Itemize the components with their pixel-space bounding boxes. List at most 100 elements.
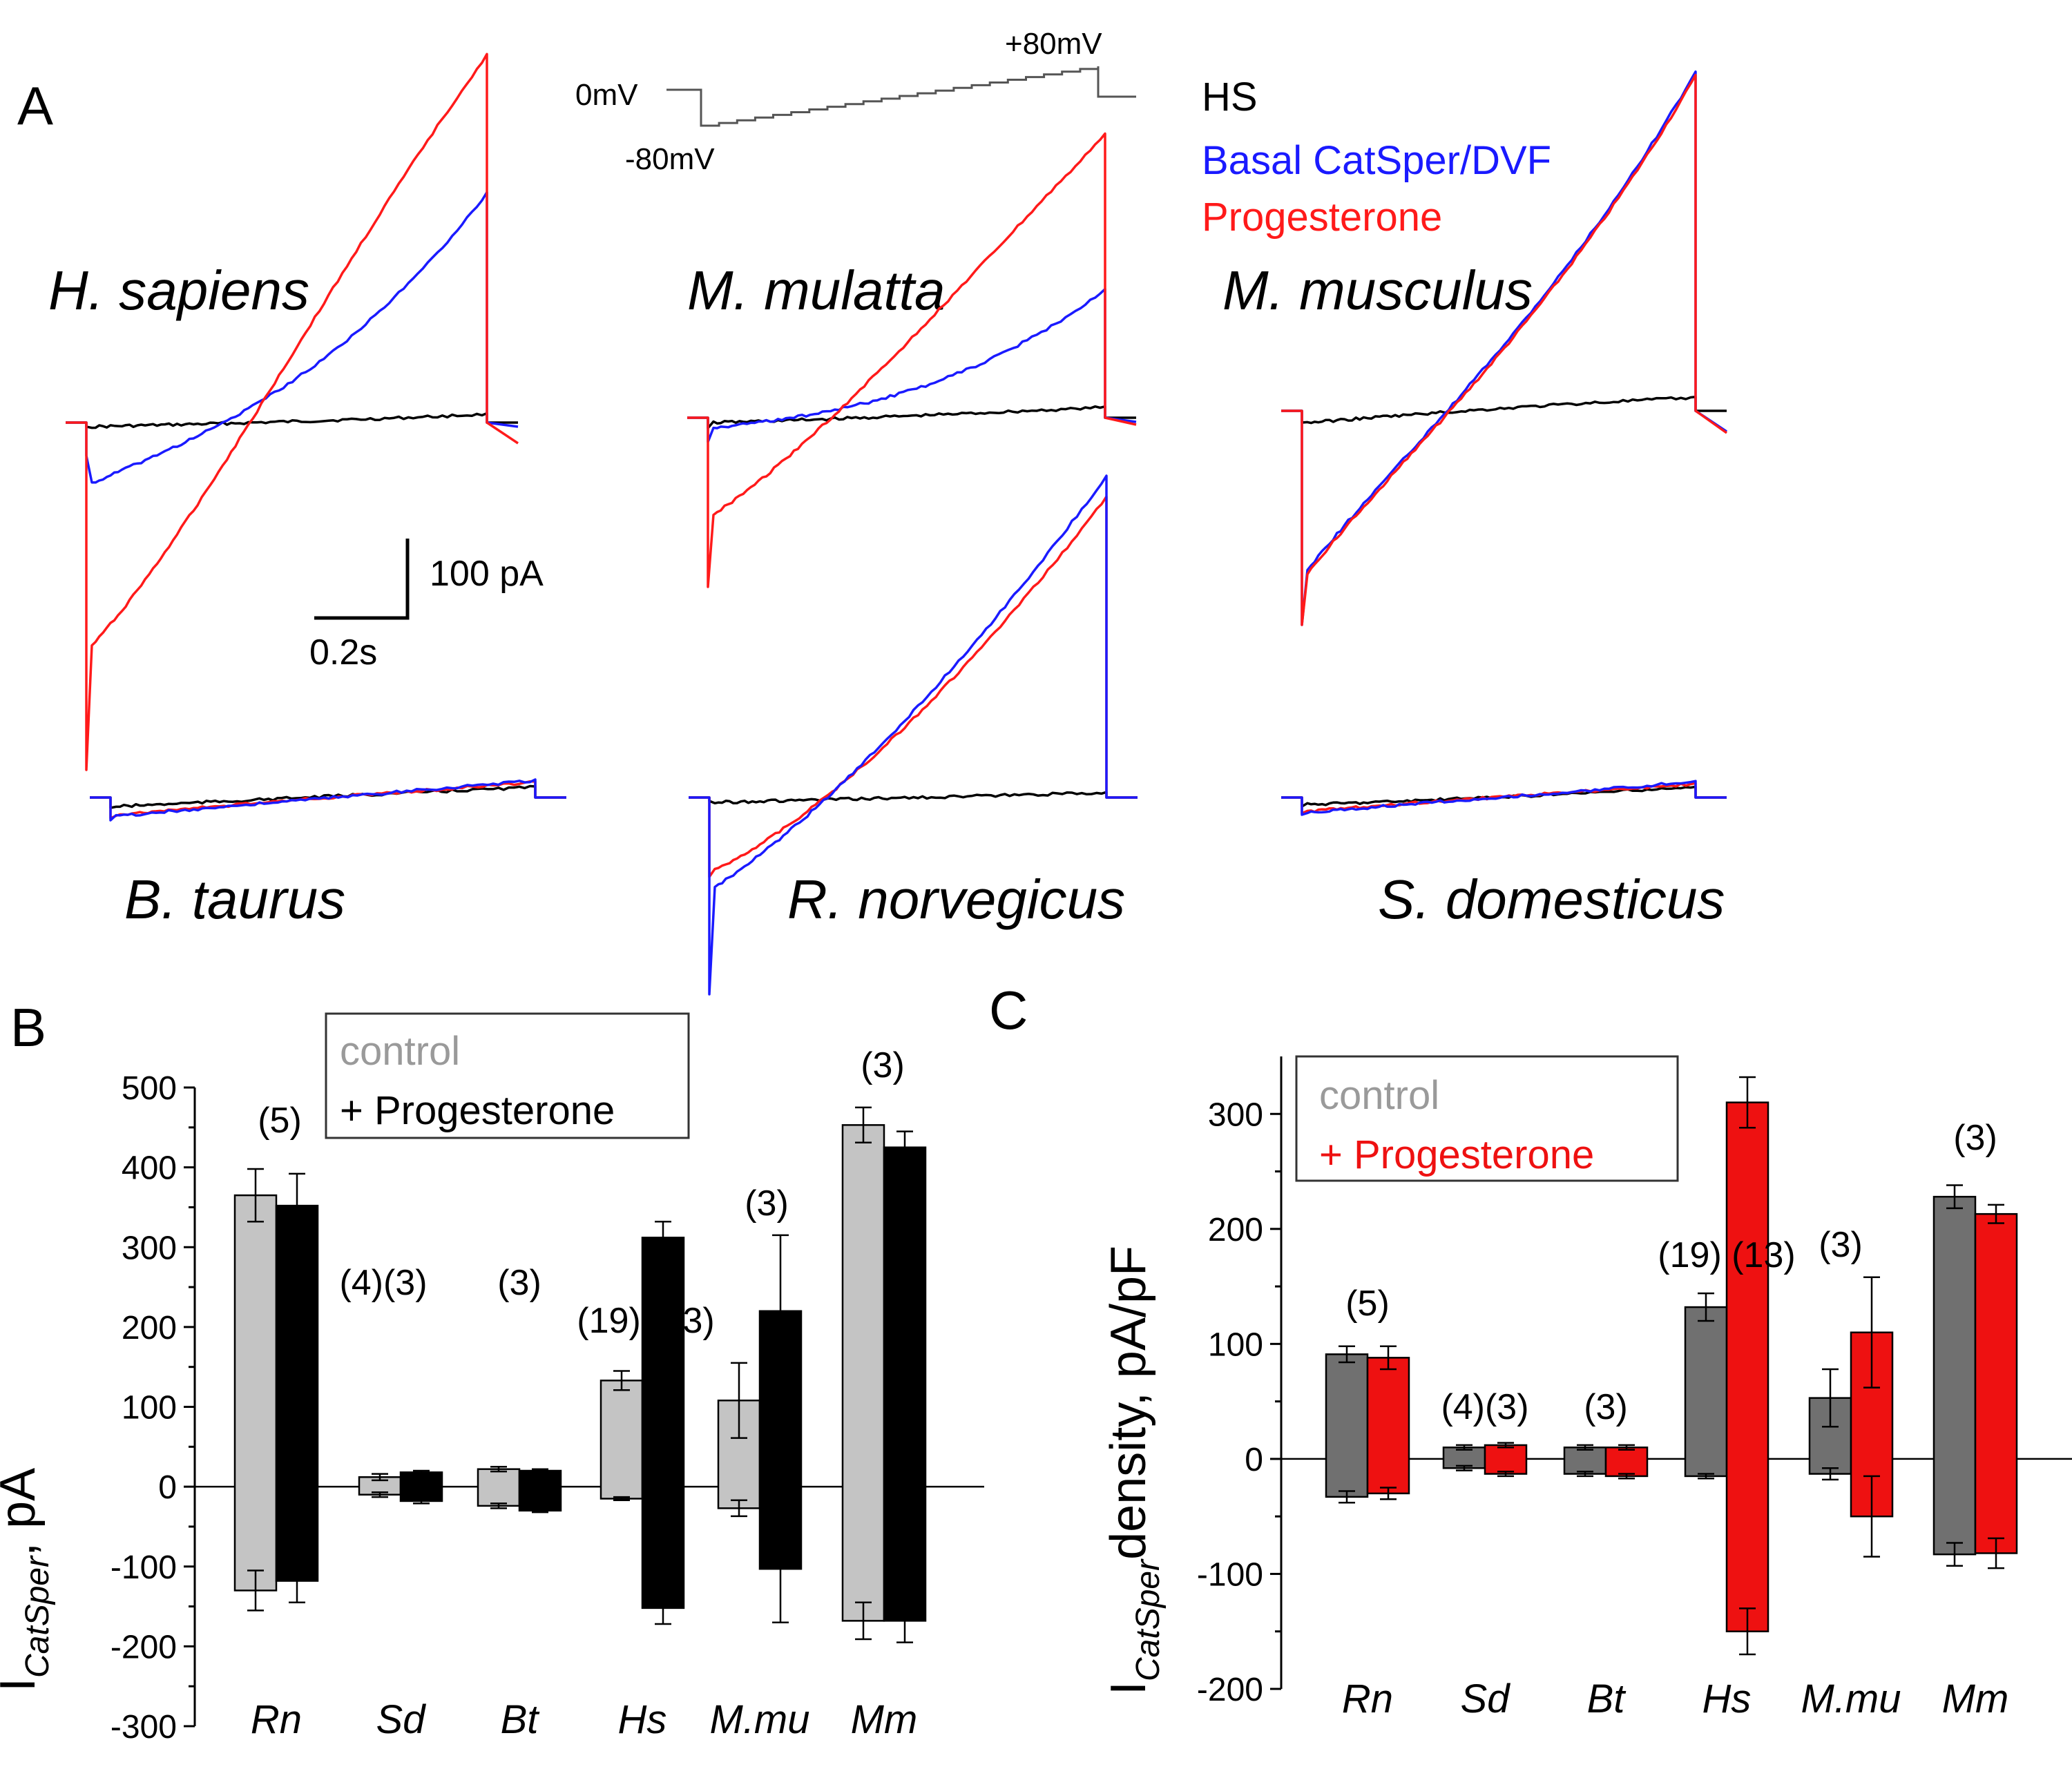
trace-hs-basal — [66, 191, 519, 484]
legend-b-control: control — [340, 1029, 460, 1074]
legend-basal: Basal CatSper/DVF — [1202, 138, 1551, 183]
trace-mmul-hs — [687, 405, 1136, 429]
y-tick-label: 0 — [158, 1469, 177, 1506]
protocol-high-label: +80mV — [1005, 27, 1102, 61]
n-label-Rn: (5) — [1345, 1284, 1390, 1324]
trace-mmus-basal — [1281, 70, 1727, 626]
category-label-Sd: Sd — [1461, 1676, 1511, 1721]
bar-Mm-progesterone — [1974, 1212, 2018, 1554]
bar-Hs-control — [1684, 1306, 1728, 1478]
legend-c-progesterone: + Progesterone — [1319, 1132, 1594, 1177]
scale-current-label: 100 pA — [430, 554, 544, 594]
y-axis-label: ICatSper, pA — [0, 1468, 56, 1692]
y-tick-label: 200 — [1208, 1212, 1263, 1248]
y-tick-label: -100 — [1197, 1556, 1263, 1593]
trace-mmus-prog — [1281, 73, 1728, 626]
traces-mmul — [687, 132, 1137, 588]
traces-rn — [689, 474, 1138, 996]
bar-Rn-control — [233, 1194, 278, 1592]
category-label-M.mu: M.mu — [710, 1697, 810, 1742]
bar-Hs-progesterone — [1725, 1101, 1769, 1632]
n-label-Hs: (19) (13) — [577, 1301, 714, 1341]
y-axis-label: ICatSperdensity, pA/pF — [1101, 1246, 1167, 1695]
bar-Rn-progesterone — [1366, 1357, 1410, 1495]
trace-rn-hs — [689, 791, 1138, 805]
bar-Sd-progesterone — [1484, 1444, 1528, 1475]
scale-bar-lines — [314, 539, 410, 620]
y-tick-label: -300 — [111, 1709, 177, 1746]
trace-hs-prog — [66, 52, 519, 771]
trace-mmul-prog — [687, 132, 1137, 588]
n-label-Rn: (5) — [258, 1101, 302, 1141]
n-label-M.mu: (3) — [745, 1183, 789, 1224]
y-tick-label: 300 — [122, 1230, 177, 1266]
trace-legend: HS Basal CatSper/DVF Progesterone — [1202, 75, 1551, 240]
protocol-low-label: -80mV — [625, 142, 715, 176]
bar-Bt-progesterone — [1604, 1447, 1649, 1478]
species-label-rn: R. norvegicus — [787, 869, 1125, 930]
protocol-start-label: 0mV — [575, 78, 638, 112]
legend-progesterone: Progesterone — [1202, 195, 1442, 240]
bar-Bt-control — [477, 1468, 521, 1507]
y-tick-label: 300 — [1208, 1096, 1263, 1133]
y-tick-label: 200 — [122, 1310, 177, 1346]
category-label-Sd: Sd — [376, 1697, 427, 1742]
category-label-Bt: Bt — [1587, 1676, 1627, 1721]
category-label-Mm: Mm — [851, 1697, 918, 1742]
bar-Mm-control — [1932, 1195, 1977, 1556]
n-label-Sd: (4)(3) — [1441, 1387, 1528, 1427]
trace-hs-hs — [66, 412, 518, 429]
species-label-sd: S. domesticus — [1378, 869, 1725, 930]
n-label-Sd: (4)(3) — [339, 1263, 427, 1303]
category-label-Rn: Rn — [251, 1697, 302, 1742]
species-label-bt: B. taurus — [124, 869, 345, 930]
y-tick-label: -100 — [111, 1549, 177, 1586]
panel-letter-c: C — [989, 980, 1028, 1041]
y-tick-label: 0 — [1245, 1442, 1263, 1478]
legend-b-progesterone: + Progesterone — [340, 1088, 615, 1133]
scale-time-label: 0.2s — [309, 632, 377, 673]
trace-rn-prog — [689, 495, 1138, 878]
y-tick-label: -200 — [1197, 1672, 1263, 1708]
category-label-Hs: Hs — [1702, 1676, 1752, 1721]
bar-Mm-control — [841, 1124, 885, 1622]
legend-b: control + Progesterone — [325, 1012, 690, 1139]
n-label-Hs: (19) (13) — [1658, 1235, 1795, 1275]
bar-Hs-progesterone — [641, 1237, 685, 1610]
trace-bt-hs — [90, 784, 566, 809]
y-tick-label: 500 — [122, 1070, 177, 1107]
scale-bar: 100 pA 0.2s — [309, 539, 544, 673]
legend-c-box — [1295, 1055, 1679, 1182]
y-tick-label: -200 — [111, 1629, 177, 1665]
category-label-Hs: Hs — [618, 1697, 667, 1742]
panel-letter-b: B — [10, 997, 46, 1058]
legend-c: control + Progesterone — [1295, 1055, 1679, 1182]
voltage-protocol: 0mV -80mV +80mV — [575, 27, 1136, 176]
chart-c: -200 -100 0 100 200 300 ICatSperdensity, pA/pF… — [1101, 1056, 2072, 1721]
category-label-M.mu: M.mu — [1801, 1676, 1901, 1721]
y-tick-label: 400 — [122, 1150, 177, 1187]
n-label-Bt: (3) — [497, 1263, 541, 1303]
trace-sd-basal — [1281, 780, 1727, 816]
category-label-Bt: Bt — [501, 1697, 541, 1742]
bar-Bt-control — [1563, 1447, 1607, 1475]
protocol-line — [666, 66, 1136, 127]
trace-mmul-basal — [687, 287, 1137, 443]
legend-hs: HS — [1202, 75, 1258, 119]
traces-bt — [90, 778, 566, 822]
species-label-mmus: M. musculus — [1222, 260, 1533, 321]
bar-Bt-progesterone — [518, 1469, 562, 1512]
y-tick-label: 100 — [1208, 1326, 1263, 1363]
n-label-Bt: (3) — [1584, 1387, 1628, 1427]
n-label-M.mu: (3) — [1819, 1225, 1863, 1265]
legend-c-control: control — [1319, 1073, 1439, 1118]
category-label-Mm: Mm — [1942, 1676, 2009, 1721]
species-label-hs: H. sapiens — [48, 260, 309, 321]
trace-rn-basal — [689, 474, 1138, 996]
n-label-Mm: (3) — [1953, 1118, 1997, 1158]
trace-mmus-hs — [1281, 396, 1727, 425]
legend-b-box — [325, 1012, 690, 1139]
species-label-mmul: M. mulatta — [687, 260, 945, 321]
chart-b: -300 -200 -100 0 100 200 300 400 500 ICatSper, pA… — [0, 1045, 984, 1746]
